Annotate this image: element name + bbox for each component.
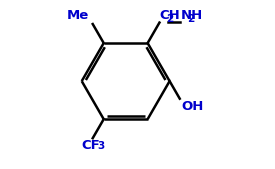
Text: NH: NH	[181, 9, 203, 22]
Text: CH: CH	[160, 9, 181, 22]
Text: OH: OH	[182, 100, 204, 113]
Text: 2: 2	[187, 14, 194, 24]
Text: 2: 2	[166, 14, 173, 24]
Text: Me: Me	[67, 9, 89, 22]
Text: CF: CF	[82, 139, 100, 152]
Text: 3: 3	[97, 141, 105, 151]
